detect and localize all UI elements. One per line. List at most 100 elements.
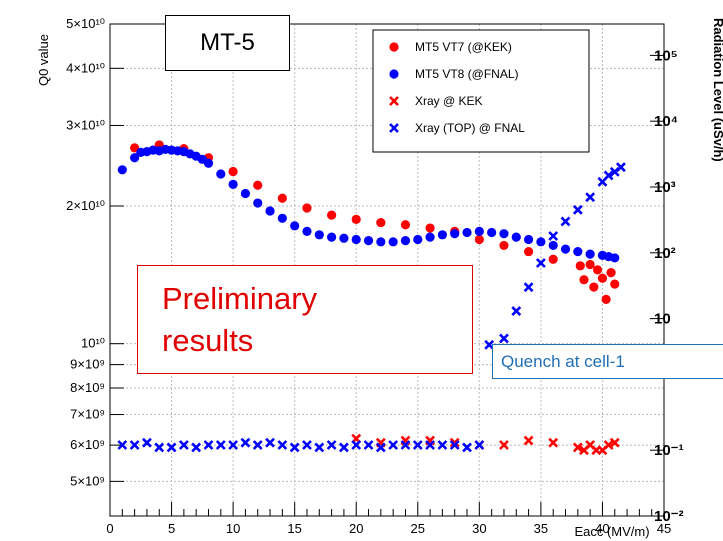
cross-stroke — [449, 440, 460, 450]
y2-tick-label: 10² — [654, 245, 676, 262]
data-point — [523, 282, 534, 293]
data-point — [203, 158, 214, 168]
legend-label: Xray (TOP) @ FNAL — [415, 121, 525, 135]
legend-marker — [389, 96, 399, 106]
data-point — [400, 236, 411, 246]
data-point — [228, 440, 239, 450]
cross-stroke — [615, 162, 626, 173]
data-point — [351, 214, 361, 224]
data-point — [572, 204, 583, 215]
data-point — [376, 237, 386, 247]
data-point — [536, 237, 546, 247]
data-point — [412, 440, 423, 450]
data-point — [129, 440, 140, 450]
cross-stroke — [523, 435, 534, 446]
data-point — [203, 440, 214, 450]
y-tick-label: 3×10¹⁰ — [66, 117, 105, 132]
cross-stroke — [314, 442, 325, 453]
cross-stroke — [548, 231, 559, 241]
data-point — [302, 440, 312, 450]
cross-stroke — [240, 437, 251, 448]
data-point — [499, 229, 509, 239]
data-point — [585, 192, 596, 203]
data-point — [603, 440, 614, 450]
x-tick-label: 20 — [349, 521, 363, 536]
data-point — [240, 188, 251, 199]
cross-stroke — [154, 442, 165, 453]
data-point — [609, 437, 620, 448]
data-point — [523, 435, 534, 446]
data-point — [610, 279, 620, 289]
data-point — [339, 233, 349, 243]
data-point — [326, 440, 337, 450]
data-point — [548, 231, 559, 241]
data-point — [535, 258, 546, 268]
data-point — [585, 249, 595, 259]
data-point — [240, 437, 251, 448]
y2-tick-label: 10⁻¹ — [654, 442, 684, 459]
cross-stroke — [129, 440, 140, 450]
legend-marker — [389, 42, 399, 52]
data-point — [610, 253, 620, 263]
data-point — [523, 234, 534, 245]
data-point — [437, 230, 447, 240]
x-tick-label: 40 — [595, 521, 609, 536]
data-point — [592, 265, 603, 275]
x-tick-label: 45 — [657, 521, 671, 536]
data-point — [363, 440, 374, 450]
cross-stroke — [289, 442, 300, 453]
y-tick-label: 10¹⁰ — [81, 336, 105, 351]
legend-label: Xray @ KEK — [415, 94, 483, 108]
data-point — [474, 234, 484, 245]
data-point — [388, 237, 398, 247]
legend: MT5 VT7 (@KEK) MT5 VT8 (@FNAL) Xray @ KEK X… — [372, 29, 590, 153]
data-point — [548, 254, 558, 264]
cross-stroke — [178, 440, 189, 450]
series-group — [117, 140, 626, 456]
quench-annotation-box: Quench at cell-1 — [492, 344, 723, 379]
data-point — [375, 442, 386, 453]
data-point — [425, 223, 435, 233]
data-point — [351, 440, 362, 450]
data-point — [425, 232, 435, 242]
y2-tick-label: 10⁻² — [654, 508, 684, 525]
data-point — [191, 442, 202, 453]
cross-stroke — [548, 437, 559, 448]
data-point — [117, 165, 127, 175]
data-point — [363, 236, 374, 246]
data-point — [450, 229, 460, 239]
data-point — [437, 440, 448, 450]
data-point — [499, 440, 509, 450]
data-point — [314, 442, 325, 453]
data-point — [474, 226, 484, 236]
y2-tick-label: 10⁵ — [654, 47, 678, 64]
cross-stroke — [572, 442, 583, 453]
cross-stroke — [203, 440, 214, 450]
cross-stroke — [585, 192, 596, 203]
data-point — [589, 282, 599, 292]
data-point — [579, 275, 589, 285]
data-point — [117, 440, 128, 450]
legend-item: Xray (TOP) @ FNAL — [389, 121, 525, 135]
y-tick-label: 4×10¹⁰ — [66, 60, 105, 75]
legend-label: MT5 VT8 (@FNAL) — [415, 67, 519, 81]
cross-stroke — [252, 440, 263, 450]
data-point — [215, 440, 226, 450]
data-point — [474, 440, 485, 450]
data-point — [253, 198, 263, 208]
cross-stroke — [166, 442, 177, 453]
data-point — [400, 220, 411, 230]
data-point — [573, 246, 583, 257]
cross-stroke — [375, 442, 386, 453]
x-tick-label: 15 — [287, 521, 301, 536]
cross-stroke — [462, 442, 472, 453]
legend-marker — [389, 123, 399, 133]
data-point — [615, 162, 626, 173]
y2-tick-label: 10 — [654, 311, 671, 328]
data-point — [601, 294, 611, 304]
data-point — [548, 240, 558, 251]
data-point — [449, 437, 460, 448]
cross-stroke — [215, 440, 226, 450]
cross-stroke — [277, 440, 288, 450]
mt-label-box: MT-5 — [165, 15, 290, 71]
